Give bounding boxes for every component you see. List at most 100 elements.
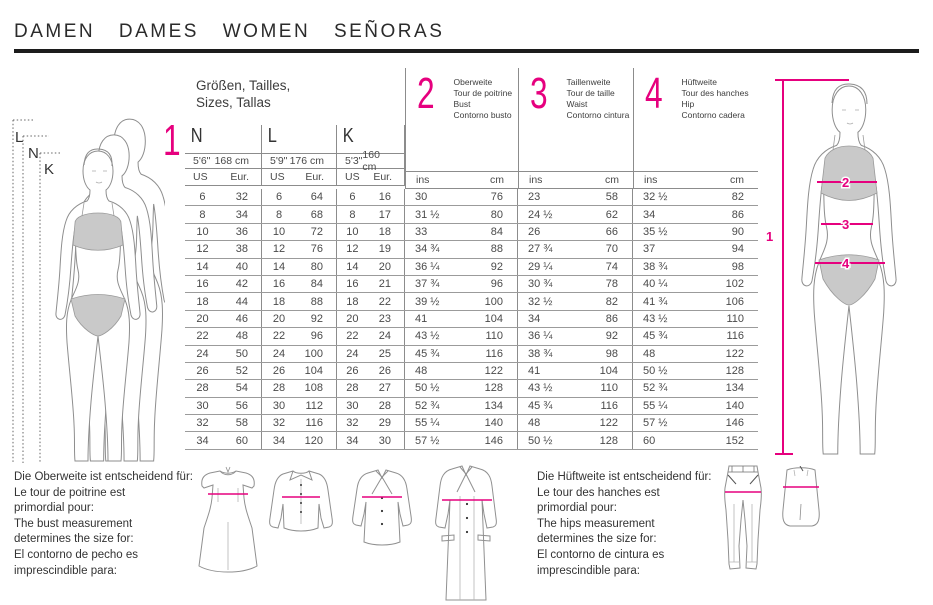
size-cell-group: 48 122	[405, 362, 518, 380]
size-cell-group: 29 ¼ 74	[518, 258, 633, 275]
size-cell-group: 36 ¼ 92	[405, 258, 518, 275]
size-value: 62	[605, 208, 618, 221]
size-cell-group: 45 ¾ 116	[405, 345, 518, 362]
text-line: Die Oberweite ist entscheidend für:	[14, 471, 193, 483]
size-cell-group: 41 ¾ 106	[633, 293, 758, 309]
size-value: 46	[235, 312, 248, 325]
size-value: 30	[378, 434, 391, 447]
size-value: 56	[235, 399, 248, 412]
waist-header: 3 Taillenweite Tour de taille Waist Contorn…	[518, 68, 633, 171]
col-eur: Eur.	[230, 171, 249, 183]
size-value: 116	[600, 399, 618, 412]
digit-3: 3	[530, 69, 548, 118]
size-cell-group: 32 29	[337, 415, 405, 432]
size-value: 36 ¼	[528, 330, 553, 343]
size-value: 50 ½	[415, 382, 440, 395]
size-value: 92	[605, 330, 618, 343]
size-value: 54	[235, 382, 248, 395]
size-value: 34	[528, 312, 541, 325]
coat-illustration	[430, 462, 502, 604]
size-value: 122	[725, 347, 744, 360]
size-value: 27 ¾	[528, 243, 553, 256]
size-value: 32	[196, 417, 209, 430]
size-value: 98	[731, 260, 744, 273]
size-cell-group: 34 86	[518, 310, 633, 328]
size-value: 10	[272, 225, 286, 238]
size-value: 82	[605, 295, 618, 308]
height-imperial: 5'9"	[270, 155, 288, 167]
size-value: 22	[346, 330, 359, 343]
size-value: 41 ¾	[643, 295, 668, 308]
size-value: 38 ¾	[528, 347, 553, 360]
text-line: Hüftweite	[681, 77, 717, 87]
size-row: 24 50 24 100 24 25 45 ¾ 116 38 ¾ 98 48 122	[185, 345, 758, 363]
col-ins: ins	[529, 174, 543, 186]
size-cell-group: 52 ¾ 134	[405, 397, 518, 415]
size-value: 110	[600, 382, 618, 395]
size-cell-group: 10 36	[185, 223, 262, 241]
size-cell-group: 20 92	[262, 310, 337, 328]
size-value: 26	[346, 365, 359, 378]
size-value: 34	[196, 434, 209, 447]
size-value: 34 ¾	[415, 243, 440, 256]
height-label-k: K	[44, 161, 54, 178]
col-us: US	[345, 171, 360, 183]
group-n: N 5'6" 168 cm US Eur.	[185, 125, 262, 186]
size-value: 80	[490, 208, 503, 221]
text-line: imprescindible para:	[537, 564, 640, 577]
size-value: 24	[272, 347, 286, 360]
size-value: 116	[726, 330, 744, 343]
size-value: 30	[415, 191, 428, 204]
blouse-illustration	[266, 466, 336, 538]
size-cell-group: 33 84	[405, 223, 518, 241]
size-cell-group: 32 58	[185, 415, 262, 432]
size-cell-group: 24 100	[262, 345, 337, 362]
size-value: 82	[731, 191, 744, 204]
size-row: 26 52 26 104 26 26 48 122 41 104 50 ½ 128	[185, 362, 758, 381]
size-value: 146	[484, 434, 503, 447]
size-cell-group: 8 34	[185, 206, 262, 223]
size-value: 32	[235, 191, 248, 204]
size-row: 22 48 22 96 22 24 43 ½ 110 36 ¼ 92 45 ¾ 116	[185, 328, 758, 346]
size-value: 18	[196, 295, 209, 308]
size-value: 30	[196, 399, 209, 412]
size-value: 52	[235, 365, 248, 378]
height-group-header: N 5'6" 168 cm US Eur. L 5'9" 176 cm US E…	[185, 125, 405, 186]
size-value: 96	[490, 278, 503, 291]
size-value: 26	[378, 365, 391, 378]
size-value: 16	[196, 278, 209, 291]
size-value: 43 ½	[415, 330, 440, 343]
height-reference-lines	[13, 120, 61, 463]
label-3: 3	[842, 217, 849, 232]
size-cell-group: 38 ¾ 98	[633, 259, 758, 275]
col-eur: Eur.	[305, 171, 324, 183]
size-value: 76	[490, 191, 503, 204]
size-cell-group: 12 38	[185, 241, 262, 258]
size-cell-group: 24 ½ 62	[518, 206, 633, 223]
size-value: 48	[235, 330, 248, 343]
size-value: 72	[310, 225, 323, 238]
jacket-illustration	[348, 466, 416, 550]
size-cell-group: 41 104	[518, 362, 633, 380]
size-value: 68	[310, 208, 323, 221]
size-value: 22	[196, 330, 209, 343]
size-value: 70	[605, 243, 618, 256]
size-cell-group: 22 24	[337, 328, 405, 345]
size-row: 10 36 10 72 10 18 33 84 26 66 35 ½ 90	[185, 223, 758, 242]
size-value: 32	[346, 417, 359, 430]
size-value: 41	[528, 365, 541, 378]
size-value: 104	[484, 312, 503, 325]
size-value: 12	[272, 243, 286, 256]
size-value: 52 ¾	[415, 399, 440, 412]
trousers-illustration	[716, 462, 770, 576]
size-cell-group: 32 116	[262, 415, 337, 432]
size-value: 28	[272, 382, 286, 395]
size-value: 146	[725, 417, 744, 430]
size-cell-group: 18 44	[185, 293, 262, 310]
size-value: 134	[484, 399, 503, 412]
size-value: 43 ½	[643, 312, 668, 325]
size-cell-group: 37 ¾ 96	[405, 275, 518, 293]
digit-2: 2	[417, 69, 435, 118]
size-value: 140	[484, 417, 503, 430]
